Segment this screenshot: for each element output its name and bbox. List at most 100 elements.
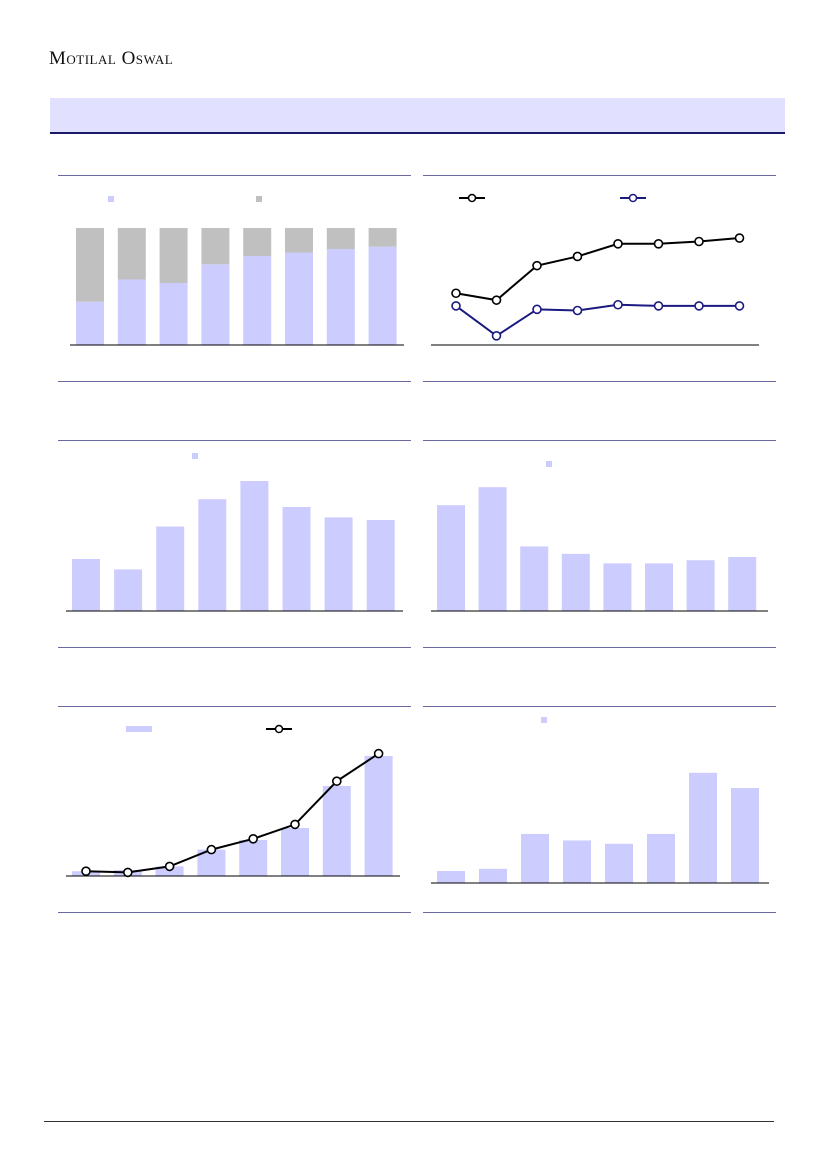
bar-1 bbox=[114, 569, 143, 611]
bar-3 bbox=[563, 840, 591, 883]
bar-7 bbox=[731, 788, 759, 883]
brand-logo: Motilal Oswal bbox=[49, 48, 174, 69]
bar-6 bbox=[324, 517, 353, 611]
bar-5 bbox=[647, 833, 675, 883]
rule-left-3-bottom bbox=[58, 912, 411, 913]
point-s1-1 bbox=[491, 331, 502, 341]
point-s0-4 bbox=[613, 238, 623, 249]
series-line-1 bbox=[455, 303, 740, 338]
bar-5 bbox=[645, 563, 673, 611]
legend-swatch-0 bbox=[126, 726, 152, 732]
bar-4 bbox=[240, 481, 269, 611]
point-7 bbox=[373, 748, 384, 759]
legend-swatch-1 bbox=[256, 196, 262, 202]
bar-4 bbox=[605, 843, 633, 883]
bar-s0-3 bbox=[201, 264, 230, 345]
bar-s1-7 bbox=[368, 228, 397, 247]
chart-bar-line-combo bbox=[66, 724, 400, 878]
point-s0-5 bbox=[653, 238, 664, 249]
rule-right-1-bottom bbox=[423, 381, 776, 382]
rule-left-3-top bbox=[58, 706, 411, 707]
bar-s0-2 bbox=[159, 282, 188, 345]
rule-right-2-top bbox=[423, 440, 776, 441]
bar-s1-4 bbox=[243, 228, 272, 257]
rule-left-2-top bbox=[58, 440, 411, 441]
series-line bbox=[85, 752, 380, 874]
point-2 bbox=[164, 861, 175, 872]
point-s0-0 bbox=[451, 288, 461, 299]
bar-7 bbox=[364, 756, 393, 876]
series-line-0 bbox=[455, 237, 740, 302]
point-s1-6 bbox=[694, 301, 704, 311]
bar-6 bbox=[686, 560, 715, 611]
bar-s0-5 bbox=[285, 252, 313, 345]
point-3 bbox=[206, 844, 217, 855]
point-1 bbox=[123, 867, 133, 878]
bar-0 bbox=[437, 871, 465, 883]
point-6 bbox=[331, 776, 342, 786]
rule-right-1-top bbox=[423, 175, 776, 176]
bar-s1-1 bbox=[117, 228, 146, 280]
bar-5 bbox=[282, 507, 311, 611]
bar-s1-0 bbox=[76, 228, 104, 302]
bar-2 bbox=[521, 833, 549, 883]
chart-stacked-bar bbox=[70, 196, 404, 346]
bar-0 bbox=[72, 559, 100, 611]
bar-2 bbox=[520, 546, 549, 611]
point-s1-2 bbox=[532, 304, 542, 315]
point-s1-0 bbox=[451, 301, 461, 311]
bar-s0-4 bbox=[243, 256, 272, 345]
footer-rule bbox=[44, 1121, 774, 1122]
point-4 bbox=[248, 834, 258, 844]
legend-swatch-0 bbox=[546, 461, 552, 467]
chart-bar-right-middle bbox=[431, 461, 768, 612]
bar-s0-6 bbox=[326, 249, 355, 345]
point-s1-4 bbox=[613, 299, 623, 310]
bar-6 bbox=[322, 786, 351, 876]
bar-5 bbox=[281, 828, 309, 876]
point-s1-5 bbox=[653, 301, 664, 311]
bar-s1-2 bbox=[159, 228, 188, 283]
point-s0-3 bbox=[572, 251, 583, 262]
bar-1 bbox=[478, 487, 507, 611]
bar-4 bbox=[239, 840, 268, 876]
bar-3 bbox=[198, 499, 227, 611]
rule-left-2-bottom bbox=[58, 647, 411, 648]
bar-3 bbox=[561, 553, 590, 611]
point-s0-1 bbox=[491, 295, 502, 305]
bar-2 bbox=[156, 526, 185, 611]
bar-1 bbox=[479, 868, 507, 883]
legend-swatch-0 bbox=[192, 453, 198, 459]
point-s0-2 bbox=[532, 260, 542, 271]
bar-7 bbox=[728, 557, 757, 611]
rule-right-3-top bbox=[423, 706, 776, 707]
point-s0-7 bbox=[734, 233, 745, 243]
section-banner bbox=[50, 98, 785, 134]
bar-s1-3 bbox=[201, 228, 230, 265]
bar-4 bbox=[603, 563, 632, 611]
bar-0 bbox=[437, 505, 465, 611]
legend-swatch-0 bbox=[108, 196, 114, 202]
rule-left-1-bottom bbox=[58, 381, 411, 382]
point-5 bbox=[290, 819, 300, 830]
legend-swatch-0 bbox=[541, 717, 547, 723]
bar-s0-1 bbox=[117, 279, 146, 345]
point-0 bbox=[81, 866, 91, 876]
bar-7 bbox=[366, 520, 395, 611]
legend-marker-0 bbox=[467, 193, 477, 203]
point-s0-6 bbox=[694, 236, 704, 247]
legend-marker-1 bbox=[628, 193, 638, 203]
bar-s1-5 bbox=[285, 228, 313, 253]
chart-bar-right-bottom bbox=[431, 717, 769, 884]
bar-s1-6 bbox=[326, 228, 355, 250]
rule-right-3-bottom bbox=[423, 912, 776, 913]
point-s1-3 bbox=[572, 305, 583, 316]
bar-s0-7 bbox=[368, 246, 397, 345]
legend-marker-1 bbox=[274, 724, 284, 734]
chart-bar-left-middle bbox=[66, 453, 403, 612]
rule-right-2-bottom bbox=[423, 647, 776, 648]
bar-2 bbox=[155, 866, 184, 876]
point-s1-7 bbox=[734, 301, 745, 311]
bar-s0-0 bbox=[76, 301, 104, 345]
rule-left-1-top bbox=[58, 175, 411, 176]
